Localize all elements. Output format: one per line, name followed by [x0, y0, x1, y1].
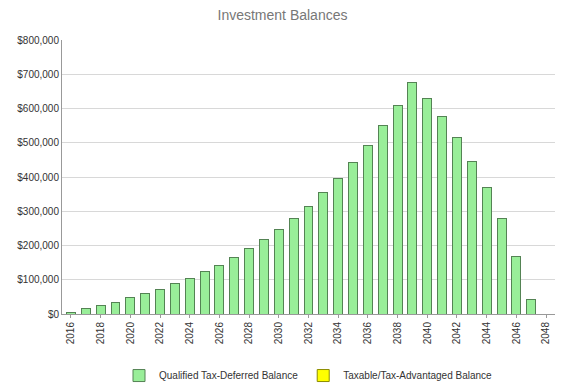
- svg-text:$300,000: $300,000: [17, 206, 59, 217]
- svg-text:Qualified Tax-Deferred Balance: Qualified Tax-Deferred Balance: [159, 370, 298, 381]
- svg-text:2044: 2044: [481, 322, 492, 345]
- svg-text:2020: 2020: [125, 322, 136, 345]
- svg-text:Investment Balances: Investment Balances: [218, 7, 348, 23]
- svg-text:$600,000: $600,000: [17, 103, 59, 114]
- svg-text:2048: 2048: [540, 322, 551, 345]
- svg-text:$200,000: $200,000: [17, 240, 59, 251]
- svg-text:2026: 2026: [214, 322, 225, 345]
- svg-text:2046: 2046: [511, 322, 522, 345]
- svg-text:2030: 2030: [273, 322, 284, 345]
- svg-text:2038: 2038: [392, 322, 403, 345]
- svg-text:Taxable/Tax-Advantaged Balance: Taxable/Tax-Advantaged Balance: [343, 370, 492, 381]
- svg-text:2032: 2032: [303, 322, 314, 345]
- svg-text:$500,000: $500,000: [17, 137, 59, 148]
- svg-text:$400,000: $400,000: [17, 172, 59, 183]
- svg-text:2028: 2028: [243, 322, 254, 345]
- svg-text:$700,000: $700,000: [17, 69, 59, 80]
- svg-text:2040: 2040: [422, 322, 433, 345]
- svg-text:$0: $0: [48, 309, 60, 320]
- svg-text:$800,000: $800,000: [17, 35, 59, 46]
- svg-text:$100,000: $100,000: [17, 274, 59, 285]
- svg-text:2036: 2036: [362, 322, 373, 345]
- svg-text:2034: 2034: [332, 322, 343, 345]
- svg-text:2018: 2018: [95, 322, 106, 345]
- svg-text:2024: 2024: [184, 322, 195, 345]
- svg-text:2016: 2016: [65, 322, 76, 345]
- svg-text:2042: 2042: [451, 322, 462, 345]
- svg-text:2022: 2022: [154, 322, 165, 345]
